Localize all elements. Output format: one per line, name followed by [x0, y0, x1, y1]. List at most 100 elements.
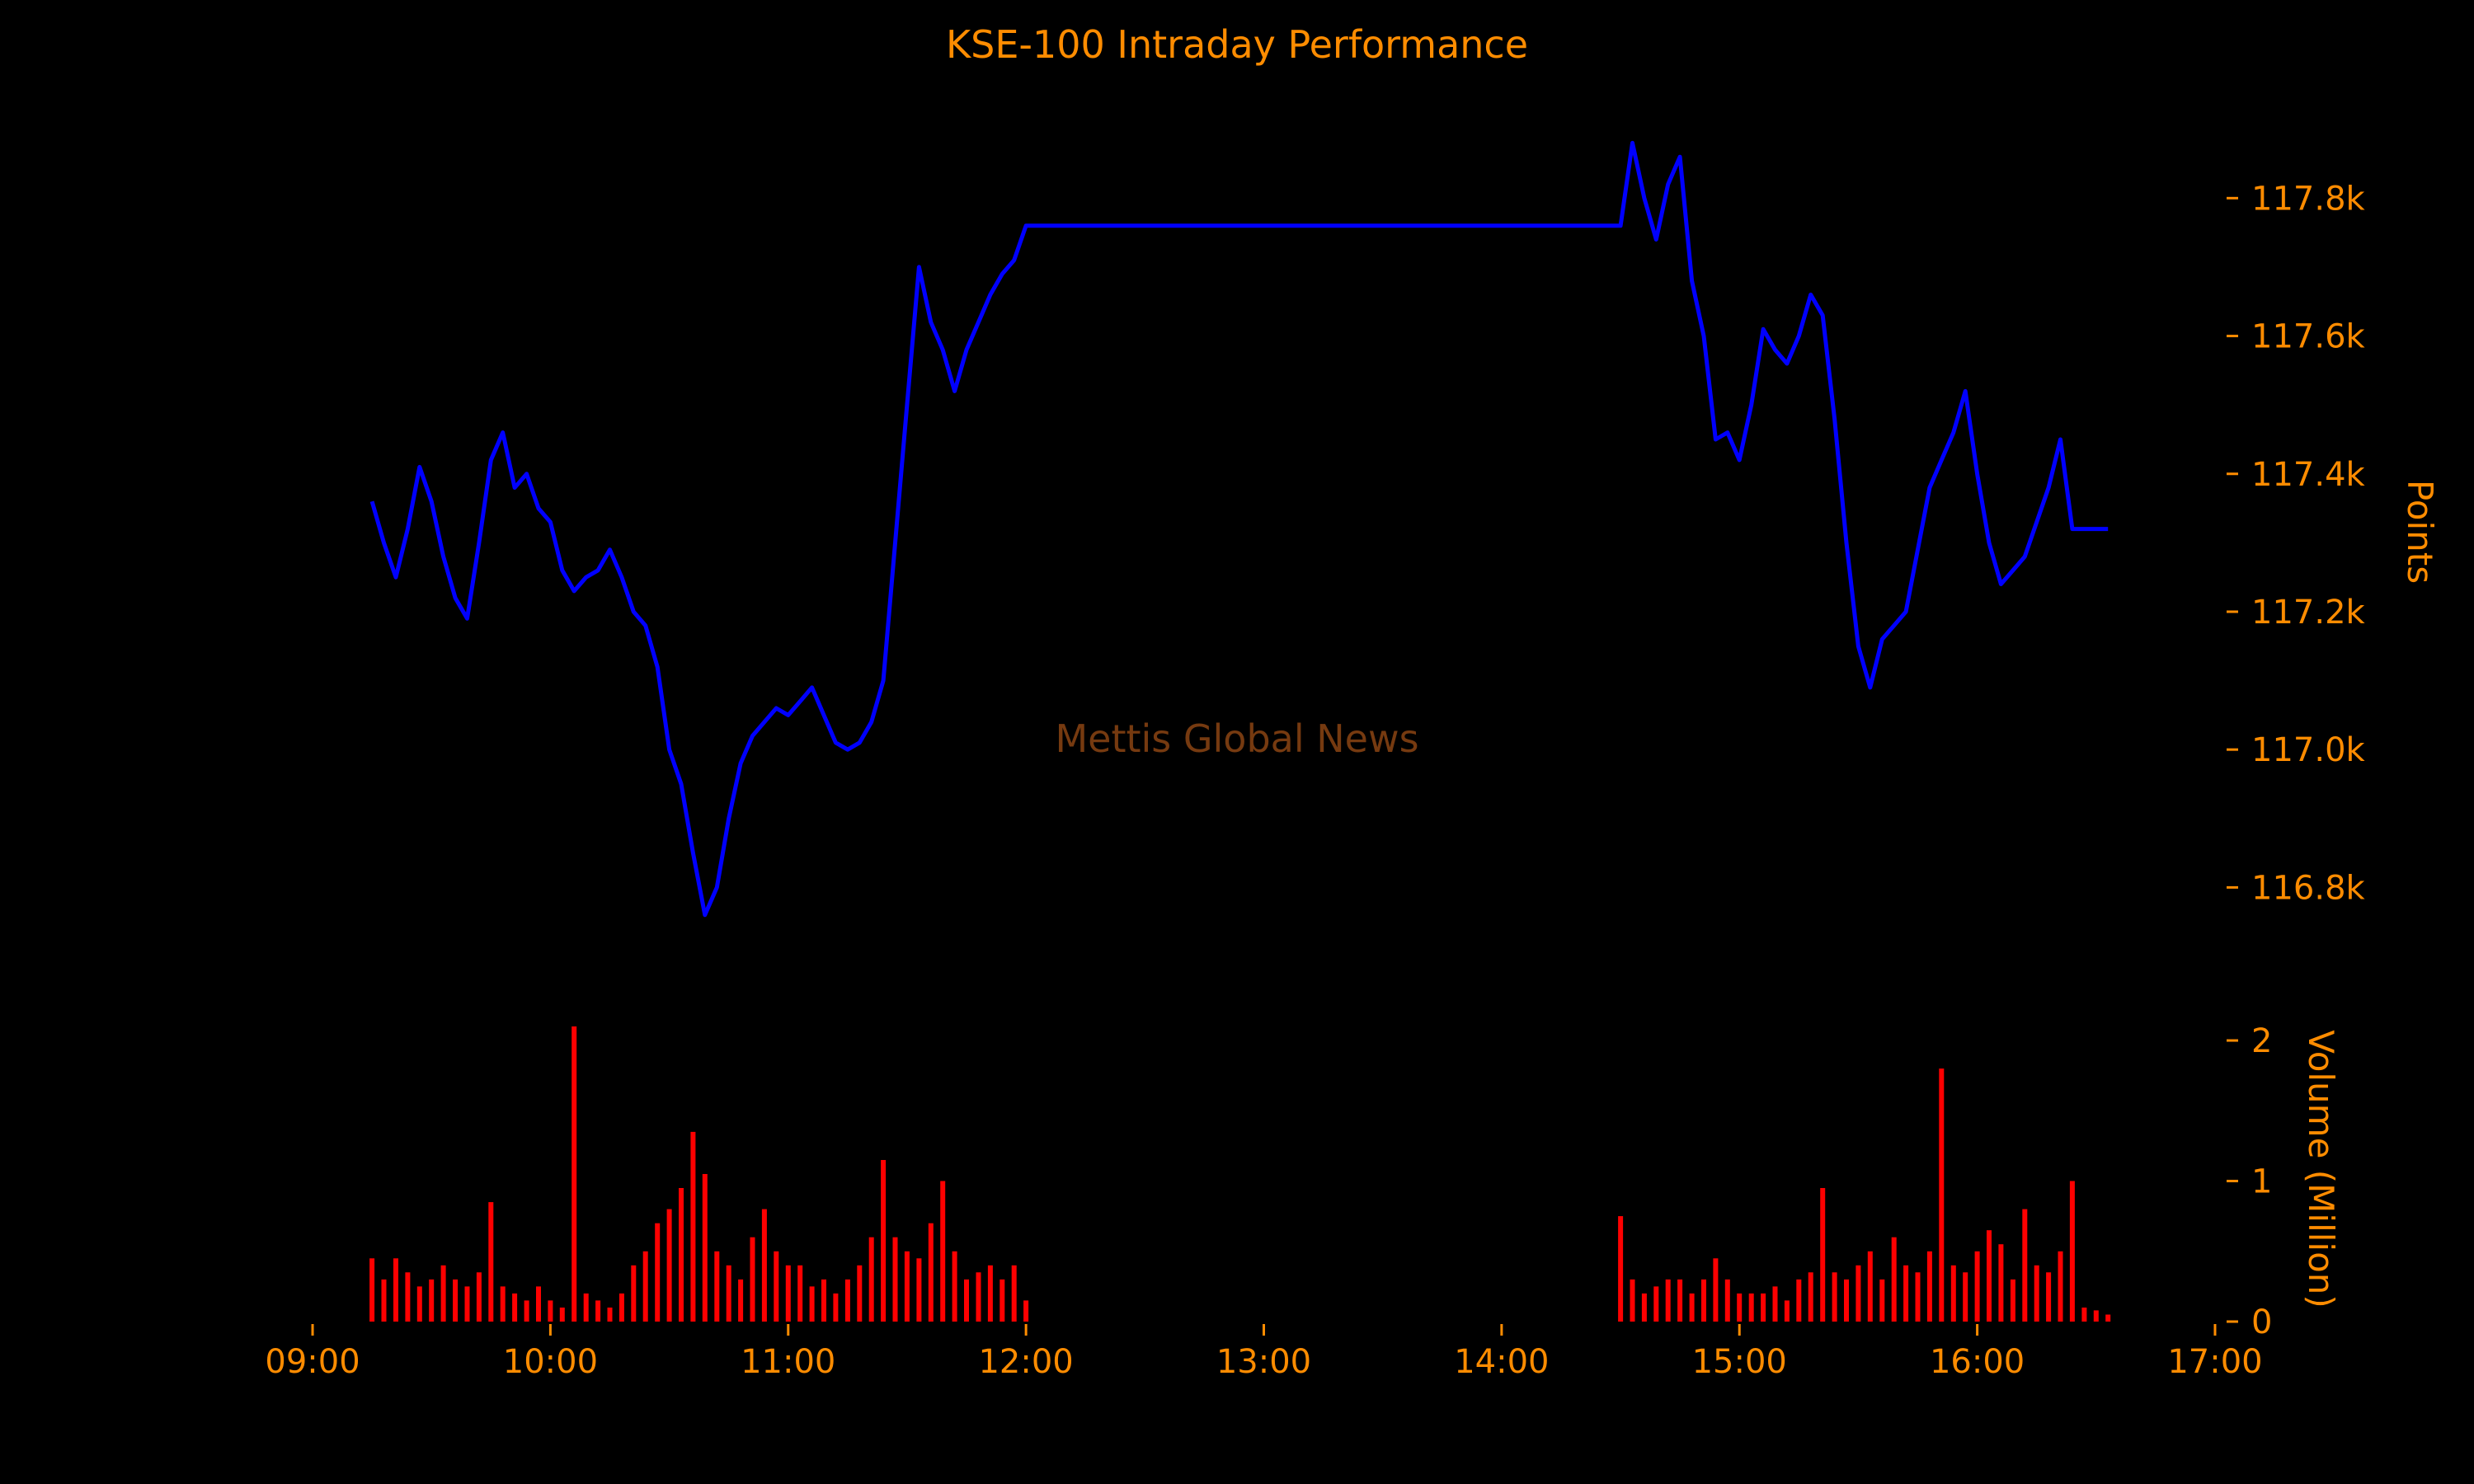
volume-bar-89	[2010, 1279, 2015, 1322]
price-tick-label-4: 117.6k	[2251, 318, 2366, 356]
volume-bar-49	[952, 1251, 957, 1322]
volume-bar-66	[1737, 1293, 1743, 1322]
volume-bar-36	[797, 1265, 803, 1322]
volume-bar-50	[964, 1279, 969, 1322]
volume-bar-54	[1011, 1265, 1017, 1322]
volume-bar-4	[416, 1286, 422, 1322]
volume-bar-22	[631, 1265, 637, 1322]
x-tick-label-2: 11:00	[741, 1343, 835, 1381]
volume-bar-18	[583, 1293, 589, 1322]
volume-bar-71	[1796, 1279, 1802, 1322]
volume-bar-38	[821, 1279, 826, 1322]
volume-bar-43	[881, 1160, 887, 1322]
volume-tick-label-1: 1	[2251, 1163, 2272, 1201]
volume-bar-77	[1867, 1251, 1873, 1322]
volume-bar-61	[1677, 1279, 1683, 1322]
volume-bar-96	[2093, 1310, 2099, 1322]
volume-bar-47	[928, 1223, 934, 1322]
price-tick-label-3: 117.4k	[2251, 456, 2366, 494]
volume-bar-2	[393, 1258, 398, 1322]
x-tick-label-1: 10:00	[503, 1343, 598, 1381]
price-tick-label-5: 117.8k	[2251, 180, 2366, 218]
volume-bar-90	[2022, 1209, 2028, 1322]
volume-bar-82	[1926, 1251, 1932, 1322]
volume-bar-91	[2034, 1265, 2039, 1322]
volume-bar-92	[2046, 1272, 2052, 1322]
volume-bar-75	[1844, 1279, 1849, 1322]
volume-bar-5	[429, 1279, 435, 1322]
volume-bar-44	[892, 1237, 898, 1322]
volume-bar-1	[381, 1279, 387, 1322]
volume-bar-73	[1820, 1188, 1826, 1322]
volume-bar-37	[809, 1286, 815, 1322]
volume-bar-19	[595, 1300, 601, 1322]
price-axis-label: Points	[2400, 480, 2440, 584]
volume-bar-68	[1761, 1293, 1766, 1322]
price-axis: 116.8k 117.0k 117.2k 117.4k 117.6k 117.8k	[2227, 180, 2366, 907]
volume-bar-29	[714, 1251, 720, 1322]
volume-bar-15	[548, 1300, 553, 1322]
volume-axis: 0 1 2	[2227, 1022, 2272, 1341]
volume-bar-63	[1701, 1279, 1706, 1322]
price-tick-label-2: 117.2k	[2251, 594, 2366, 632]
volume-bar-72	[1808, 1272, 1813, 1322]
volume-bar-6	[440, 1265, 446, 1322]
x-tick-label-0: 09:00	[265, 1343, 360, 1381]
volume-bar-24	[655, 1223, 661, 1322]
volume-bar-80	[1903, 1265, 1909, 1322]
volume-bar-9	[476, 1272, 482, 1322]
volume-bar-20	[607, 1308, 613, 1322]
volume-bar-12	[512, 1293, 518, 1322]
volume-bar-40	[844, 1279, 850, 1322]
volume-bar-56	[1618, 1216, 1624, 1322]
volume-bar-93	[2058, 1251, 2063, 1322]
volume-bar-30	[726, 1265, 731, 1322]
volume-bar-60	[1665, 1279, 1671, 1322]
volume-bar-17	[571, 1026, 577, 1322]
price-tick-label-0: 116.8k	[2251, 869, 2366, 907]
volume-bar-55	[1023, 1300, 1029, 1322]
volume-bar-87	[1987, 1230, 1992, 1322]
volume-bar-57	[1630, 1279, 1635, 1322]
volume-bar-14	[536, 1286, 541, 1322]
volume-bar-31	[738, 1279, 744, 1322]
volume-bars-layer	[369, 1026, 2111, 1322]
volume-bar-46	[916, 1258, 922, 1322]
x-tick-label-8: 17:00	[2167, 1343, 2262, 1381]
volume-bar-67	[1748, 1293, 1754, 1322]
volume-bar-65	[1724, 1279, 1730, 1322]
volume-bar-70	[1784, 1300, 1790, 1322]
volume-bar-33	[761, 1209, 767, 1322]
watermark-text: Mettis Global News	[1055, 716, 1418, 761]
volume-bar-34	[774, 1251, 779, 1322]
volume-bar-35	[785, 1265, 791, 1322]
volume-bar-0	[369, 1258, 375, 1322]
volume-bar-42	[868, 1237, 874, 1322]
volume-bar-7	[453, 1279, 459, 1322]
volume-bar-84	[1950, 1265, 1956, 1322]
volume-bar-8	[464, 1286, 470, 1322]
volume-bar-62	[1689, 1293, 1695, 1322]
volume-bar-27	[690, 1131, 696, 1322]
volume-bar-52	[987, 1265, 993, 1322]
volume-bar-86	[1974, 1251, 1980, 1322]
x-tick-label-7: 16:00	[1930, 1343, 2025, 1381]
volume-bar-69	[1772, 1286, 1778, 1322]
volume-bar-83	[1939, 1068, 1945, 1322]
x-tick-label-4: 13:00	[1216, 1343, 1311, 1381]
volume-bar-21	[618, 1293, 624, 1322]
volume-bar-88	[1998, 1244, 2004, 1322]
volume-bar-41	[857, 1265, 863, 1322]
x-tick-label-6: 15:00	[1692, 1343, 1787, 1381]
volume-bar-13	[524, 1300, 529, 1322]
x-tick-label-3: 12:00	[978, 1343, 1073, 1381]
price-tick-label-1: 117.0k	[2251, 731, 2366, 769]
volume-bar-95	[2081, 1308, 2087, 1322]
volume-bar-94	[2069, 1181, 2075, 1322]
volume-bar-51	[976, 1272, 981, 1322]
volume-bar-25	[666, 1209, 672, 1322]
price-line-series	[369, 140, 2109, 918]
volume-bar-76	[1856, 1265, 1861, 1322]
volume-bar-64	[1713, 1258, 1719, 1322]
